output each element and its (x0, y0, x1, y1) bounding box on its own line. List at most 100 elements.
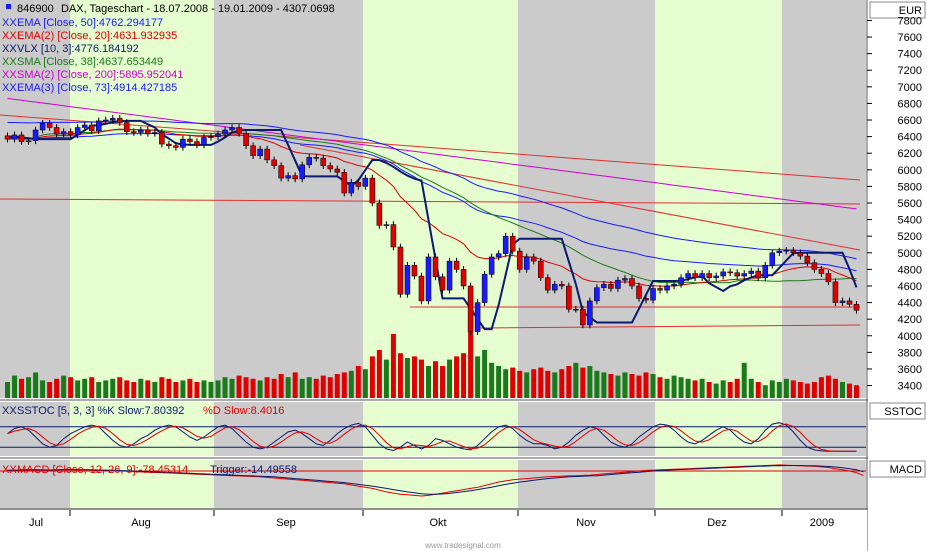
candle-body (706, 273, 712, 278)
price-panel (0, 97, 861, 398)
ema50-line (7, 132, 857, 272)
candle-body (131, 131, 137, 133)
watermark: www.tradesignal.com (424, 541, 501, 550)
candle-body (102, 119, 109, 122)
volume-bar (566, 366, 572, 398)
chart-title: DAX, Tageschart - 18.07.2008 - 19.01.200… (61, 3, 335, 15)
volume-bar (89, 377, 95, 398)
volume-bar (327, 377, 333, 398)
volume-bar (475, 356, 481, 398)
macd-label-box (869, 460, 926, 478)
candle-body (790, 250, 797, 254)
volume-bar (461, 353, 467, 398)
y-tick-label: 4400 (898, 298, 922, 310)
indicator-label: VLX [10, 3]:4776.184192 (17, 43, 139, 55)
candle-body (208, 136, 214, 138)
y-tick-label: 5200 (898, 231, 922, 243)
candle-body (46, 123, 53, 128)
candle-body (538, 260, 544, 278)
candle-body (839, 300, 846, 303)
candle-body (678, 277, 684, 285)
candle-body (453, 260, 460, 270)
y-tick-label: 7600 (898, 32, 922, 44)
indicator-prefix: XX (2, 17, 17, 29)
sstoc-d-line (7, 423, 857, 452)
candle-body (264, 148, 270, 161)
candle-body (832, 281, 839, 303)
candle-body (727, 271, 733, 274)
volume-bar (524, 372, 530, 398)
volume-bar (587, 366, 593, 398)
candle-body (530, 256, 537, 262)
y-tick-label: 6800 (898, 98, 922, 110)
candle-body (250, 145, 256, 156)
y-tick-label: 6000 (898, 165, 922, 177)
volume-bar (538, 367, 544, 398)
candle-body (173, 145, 179, 148)
volume-bar (678, 377, 684, 398)
y-tick-label: 7000 (898, 82, 922, 94)
candle-body (110, 118, 116, 121)
candle-body (699, 273, 705, 278)
candle-body (545, 277, 551, 291)
volume-bar (250, 378, 256, 398)
volume-bars (5, 326, 859, 398)
volume-bar (201, 380, 207, 398)
indicator-label: EMA(3) [Close, 73]:4914.427185 (17, 82, 177, 94)
candle-body (215, 133, 221, 137)
y-tick-label: 3800 (898, 347, 922, 359)
sstoc-panel (0, 422, 866, 452)
y-tick-label: 6200 (898, 148, 922, 160)
candle-body (194, 141, 200, 146)
volume-bar (440, 366, 446, 398)
candle-body (523, 256, 530, 270)
candle-body (201, 137, 207, 146)
candle-body (474, 302, 481, 332)
currency-box (869, 1, 926, 19)
candle-body (846, 300, 853, 305)
x-tick-label: Nov (576, 517, 596, 529)
candle-body (720, 271, 726, 277)
macd-legend: XX MACD [Close, 12, 26, 9]:-78.45314 Tri… (2, 464, 297, 476)
candle-body (608, 284, 614, 289)
volume-bar (531, 369, 537, 398)
candle-body (495, 253, 502, 258)
volume-bar (138, 378, 144, 398)
volume-bar (811, 382, 817, 398)
volume-bar (601, 372, 607, 398)
candle-body (397, 246, 404, 295)
candle-body (755, 270, 762, 278)
candle-body (643, 298, 649, 301)
volume-bar (110, 378, 116, 398)
volume-bar (390, 334, 396, 398)
volume-bar (5, 382, 11, 398)
y-tick-label: 5800 (898, 181, 922, 193)
volume-bar (271, 378, 277, 398)
sstoc-prefix: XX (2, 405, 17, 417)
candle-body (776, 250, 783, 254)
candle-body (552, 284, 558, 291)
candle-body (488, 256, 495, 275)
x-tick-label: Dez (707, 517, 727, 529)
band-green (363, 0, 518, 398)
candle-body (166, 143, 172, 146)
macd-prefix: XX (2, 464, 17, 476)
volume-bar (355, 366, 361, 398)
candle-body (138, 129, 144, 133)
volume-bar (629, 374, 635, 398)
volume-bar (194, 382, 200, 398)
volume-bar (727, 382, 733, 398)
volume-bar (334, 374, 340, 398)
sstoc-label-box (869, 402, 926, 420)
volume-bar (790, 380, 796, 398)
candle-body (159, 132, 165, 145)
volume-bar (846, 383, 852, 398)
volume-bar (257, 380, 263, 398)
candle-body (762, 264, 769, 278)
candle-body (769, 252, 776, 266)
sstoc-d-label: %D Slow:8.4016 (203, 405, 284, 417)
candle-body (299, 164, 305, 180)
candle-body (53, 127, 60, 135)
volume-bar (818, 377, 824, 398)
volume-bar (131, 382, 137, 398)
